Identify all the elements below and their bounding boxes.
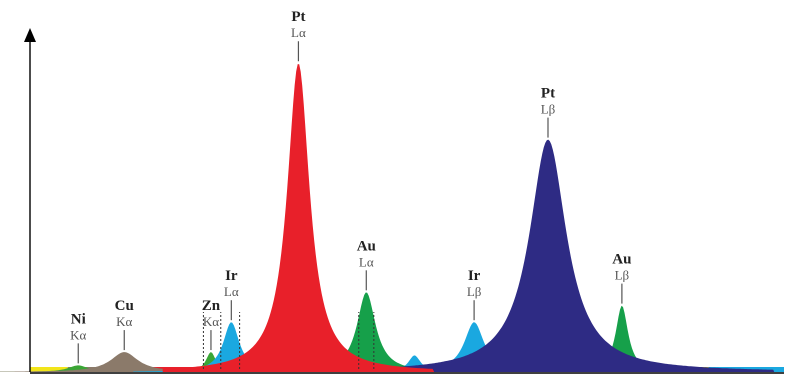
element-label-ir-lb: Ir: [468, 268, 481, 284]
line-label-pt-la: Lα: [291, 25, 306, 40]
line-label-pt-lb: Lβ: [541, 102, 556, 117]
element-label-pt-lb: Pt: [541, 86, 555, 102]
peak-ir-la: [133, 322, 330, 372]
y-axis-arrow: [24, 28, 36, 42]
element-label-au-lb: Au: [612, 252, 631, 268]
element-label-au-la: Au: [357, 238, 376, 254]
element-label-ir-la: Ir: [225, 268, 238, 284]
peaks: [0, 64, 775, 372]
line-label-ni-ka: Kα: [70, 327, 86, 342]
line-label-zn-ka: Kα: [203, 314, 219, 329]
axes: [24, 28, 784, 374]
element-label-cu-ka: Cu: [115, 298, 134, 314]
line-label-ir-lb: Lβ: [467, 284, 482, 299]
peak-cu-ka: [0, 352, 291, 372]
peak-au-la: [253, 292, 480, 372]
line-label-cu-ka: Kα: [116, 314, 132, 329]
element-label-pt-la: Pt: [291, 9, 305, 25]
line-label-ir-la: Lα: [224, 284, 239, 299]
element-label-zn-ka: Zn: [202, 298, 221, 314]
peak-pt-la: [162, 64, 435, 372]
line-label-au-lb: Lβ: [615, 268, 630, 283]
peak-unlabeled-6: [339, 355, 490, 372]
peak-ir-lb: [353, 322, 595, 372]
peak-au-lb: [546, 305, 698, 372]
baseline-band-0: [30, 367, 68, 372]
peak-zn-ka: [150, 352, 272, 372]
element-label-ni-ka: Ni: [71, 311, 86, 327]
line-label-au-la: Lα: [359, 254, 374, 269]
peak-pt-lb: [321, 139, 775, 372]
